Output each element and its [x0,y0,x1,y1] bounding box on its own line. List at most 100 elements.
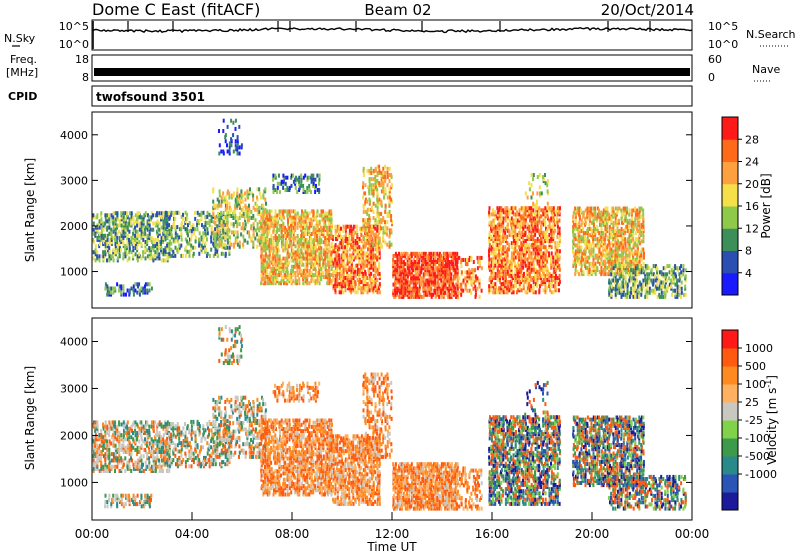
nsky-label: N.Sky [4,32,36,45]
echo-cell [358,245,360,249]
echo-cell [506,264,508,268]
echo-cell [337,272,339,276]
echo-cell [488,210,490,214]
echo-cell [324,261,326,265]
echo-cell [540,225,542,229]
echo-cell [128,238,130,242]
echo-cell [233,150,235,154]
echo-cell [368,228,370,232]
echo-cell [368,198,370,202]
echo-cell [141,222,143,226]
echo-cell [508,212,510,216]
echo-cell [334,288,336,292]
echo-cell [159,222,161,226]
echo-cell [369,224,371,228]
echo-cell [112,287,114,291]
echo-cell [236,145,238,149]
echo-cell [274,250,276,254]
echo-cell [245,222,247,226]
echo-cell [598,209,600,213]
echo-cell [278,248,280,252]
echo-cell [592,237,594,241]
echo-cell [505,276,507,280]
echo-cell [604,241,606,245]
echo-cell [176,211,178,215]
echo-cell [605,233,607,237]
echo-cell [528,237,530,241]
echo-cell [384,220,386,224]
echo-cell [386,226,388,230]
echo-cell [574,233,576,237]
echo-cell [120,211,122,215]
echo-cell [380,243,382,247]
echo-cell [539,185,541,189]
echo-cell [552,256,554,260]
echo-cell [308,240,310,244]
echo-cell [588,207,590,211]
echo-cell [533,284,535,288]
echo-cell [368,187,370,191]
echo-cell [207,211,209,215]
echo-cell [574,207,576,211]
echo-cell [523,212,525,216]
echo-cell [536,200,538,204]
echo-cell [257,222,259,226]
echo-cell [139,293,141,297]
echo-cell [502,233,504,237]
echo-cell [593,248,595,252]
echo-cell [272,253,274,257]
echo-cell [261,259,263,263]
echo-cell [502,282,504,286]
echo-cell [188,242,190,246]
echo-cell [227,241,229,245]
echo-cell [338,258,340,262]
echo-cell [503,217,505,221]
echo-cell [376,198,378,202]
echo-cell [422,256,424,260]
echo-cell [534,212,536,216]
echo-cell [212,187,214,191]
echo-cell [498,264,500,268]
echo-cell [164,258,166,262]
echo-cell [531,268,533,272]
nsky-top-tick: 10^5 [59,20,89,33]
echo-cell [416,252,418,256]
echo-cell [228,196,230,200]
echo-cell [368,270,370,274]
echo-cell [217,204,219,208]
echo-cell [113,211,115,215]
echo-cell [125,293,127,297]
echo-cell [186,217,188,221]
echo-cell [527,258,529,262]
echo-cell [580,209,582,213]
echo-cell [384,224,386,228]
echo-cell [201,217,203,221]
echo-cell [518,256,520,260]
echo-cell [508,260,510,264]
echo-cell [493,227,495,231]
echo-cell [99,242,101,246]
echo-cell [295,236,297,240]
echo-cell [300,224,302,228]
echo-cell [104,234,106,238]
echo-cell [171,254,173,258]
echo-cell [559,231,561,235]
echo-cell [282,186,284,190]
echo-cell [192,246,194,250]
echo-cell [362,181,364,185]
echo-cell [387,171,389,175]
echo-cell [240,189,242,193]
echo-cell [583,211,585,215]
echo-cell [157,219,159,223]
echo-cell [382,226,384,230]
echo-cell [276,214,278,218]
echo-cell [408,260,410,264]
echo-cell [317,259,319,263]
echo-cell [404,268,406,272]
echo-cell [95,244,97,248]
echo-cell [545,253,547,257]
echo-cell [456,264,458,268]
echo-cell [102,222,104,226]
echo-cell [344,245,346,249]
echo-cell [533,173,535,177]
